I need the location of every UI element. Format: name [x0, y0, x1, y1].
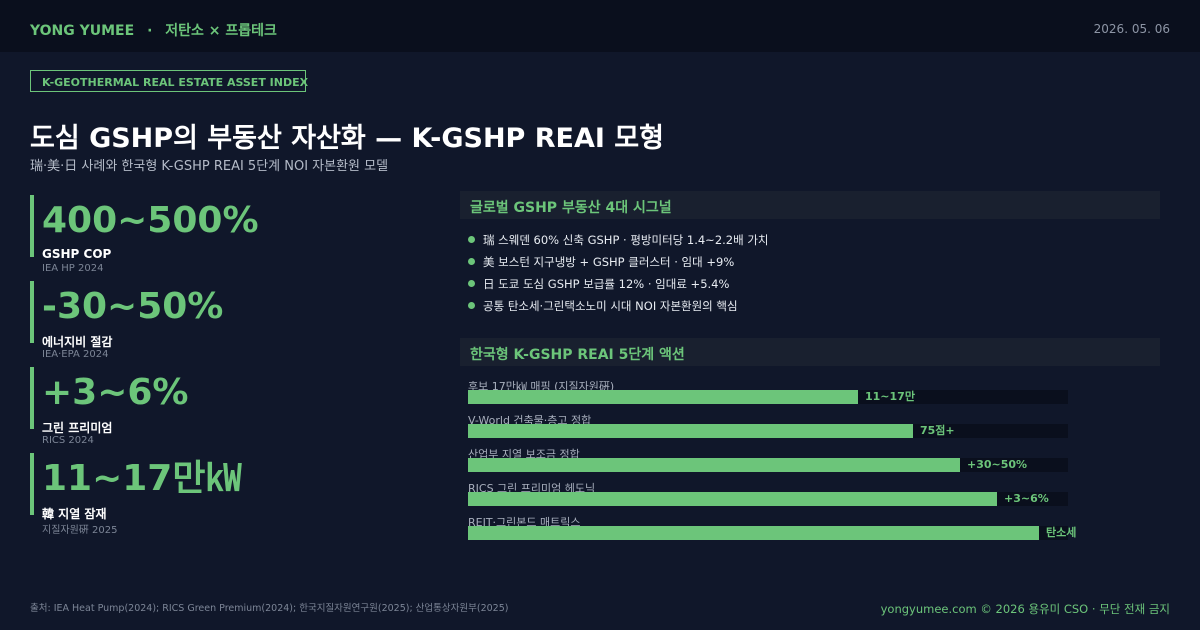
signals-title: 글로벌 GSHP 부동산 4대 시그널 [470, 200, 672, 216]
action-step: 산업부 지열 보조금 정합 +30~50% [468, 446, 1168, 480]
stat-card: -30~50% 에너지비 절감 IEA·EPA 2024 [30, 281, 430, 360]
step-bar [468, 492, 997, 506]
stat-value: +3~6% [42, 372, 189, 413]
signal-item: 美 보스턴 지구냉방 + GSHP 클러스터 · 임대 +9% [468, 254, 734, 270]
date: 2026. 05. 06 [1093, 22, 1170, 36]
stat-source: IEA HP 2024 [42, 263, 104, 274]
step-label: RICS 그린 프리미엄 헤도닉 [468, 482, 596, 495]
stat-card: 400~500% GSHP COP IEA HP 2024 [30, 195, 430, 274]
step-value: +3~6% [1004, 492, 1049, 505]
source: 출처: IEA Heat Pump(2024); RICS Green Prem… [30, 603, 509, 614]
step-bar [468, 424, 913, 438]
topic: 저탄소 × 프롭테크 [165, 23, 277, 39]
signal-item: 日 도쿄 도심 GSHP 보급률 12% · 임대료 +5.4% [468, 276, 729, 292]
brand-line: YONG YUMEE · 저탄소 × 프롭테크 [30, 20, 277, 40]
separator: · [147, 23, 153, 39]
brand: YONG YUMEE [30, 23, 135, 39]
actions-title: 한국형 K-GSHP REAI 5단계 액션 [470, 347, 685, 363]
action-step: 후보 17만㎾ 매핑 (지질자원硏) 11~17만 [468, 378, 1168, 412]
step-bar [468, 526, 1039, 540]
stat-label: GSHP COP [42, 247, 112, 261]
signals-header: 글로벌 GSHP 부동산 4대 시그널 [460, 191, 1160, 219]
tag: K-GEOTHERMAL REAL ESTATE ASSET INDEX [30, 70, 308, 92]
step-label: 산업부 지열 보조금 정합 [468, 448, 580, 461]
stat-label: 그린 프리미엄 [42, 421, 113, 435]
top-bar: YONG YUMEE · 저탄소 × 프롭테크 2026. 05. 06 [0, 0, 1200, 52]
stat-value: 400~500% [42, 200, 259, 241]
stat-source: IEA·EPA 2024 [42, 349, 109, 360]
action-step: RICS 그린 프리미엄 헤도닉 +3~6% [468, 480, 1168, 514]
signal-item: 瑞 스웨덴 60% 신축 GSHP · 평방미터당 1.4~2.2배 가치 [468, 232, 769, 248]
stat-label: 에너지비 절감 [42, 335, 113, 349]
step-value: +30~50% [967, 458, 1028, 471]
step-value: 75점+ [920, 424, 955, 437]
stat-source: 지질자원硏 2025 [42, 525, 118, 536]
credit: yongyumee.com © 2026 용유미 CSO · 무단 전재 금지 [880, 602, 1170, 616]
title: 도심 GSHP의 부동산 자산화 — K-GSHP REAI 모형 [30, 123, 664, 154]
step-value: 탄소세 [1046, 526, 1077, 539]
step-label: V-World 건축물·층고 정합 [468, 414, 592, 427]
signal-item: 공통 탄소세·그린택소노미 시대 NOI 자본환원의 핵심 [468, 298, 738, 314]
step-bar [468, 458, 960, 472]
stat-value: 11~17만㎾ [42, 458, 242, 499]
step-bar [468, 390, 858, 404]
stat-card: +3~6% 그린 프리미엄 RICS 2024 [30, 367, 430, 446]
step-value: 11~17만 [865, 390, 915, 403]
subtitle: 瑞·美·日 사례와 한국형 K-GSHP REAI 5단계 NOI 자본환원 모… [30, 159, 389, 174]
step-label: REIT·그린본드 매트릭스 [468, 516, 581, 529]
stat-value: -30~50% [42, 286, 224, 327]
stat-label: 韓 지열 잠재 [42, 507, 107, 521]
stat-source: RICS 2024 [42, 435, 94, 446]
action-step: V-World 건축물·층고 정합 75점+ [468, 412, 1168, 446]
step-label: 후보 17만㎾ 매핑 (지질자원硏) [468, 380, 615, 393]
actions-header: 한국형 K-GSHP REAI 5단계 액션 [460, 338, 1160, 366]
